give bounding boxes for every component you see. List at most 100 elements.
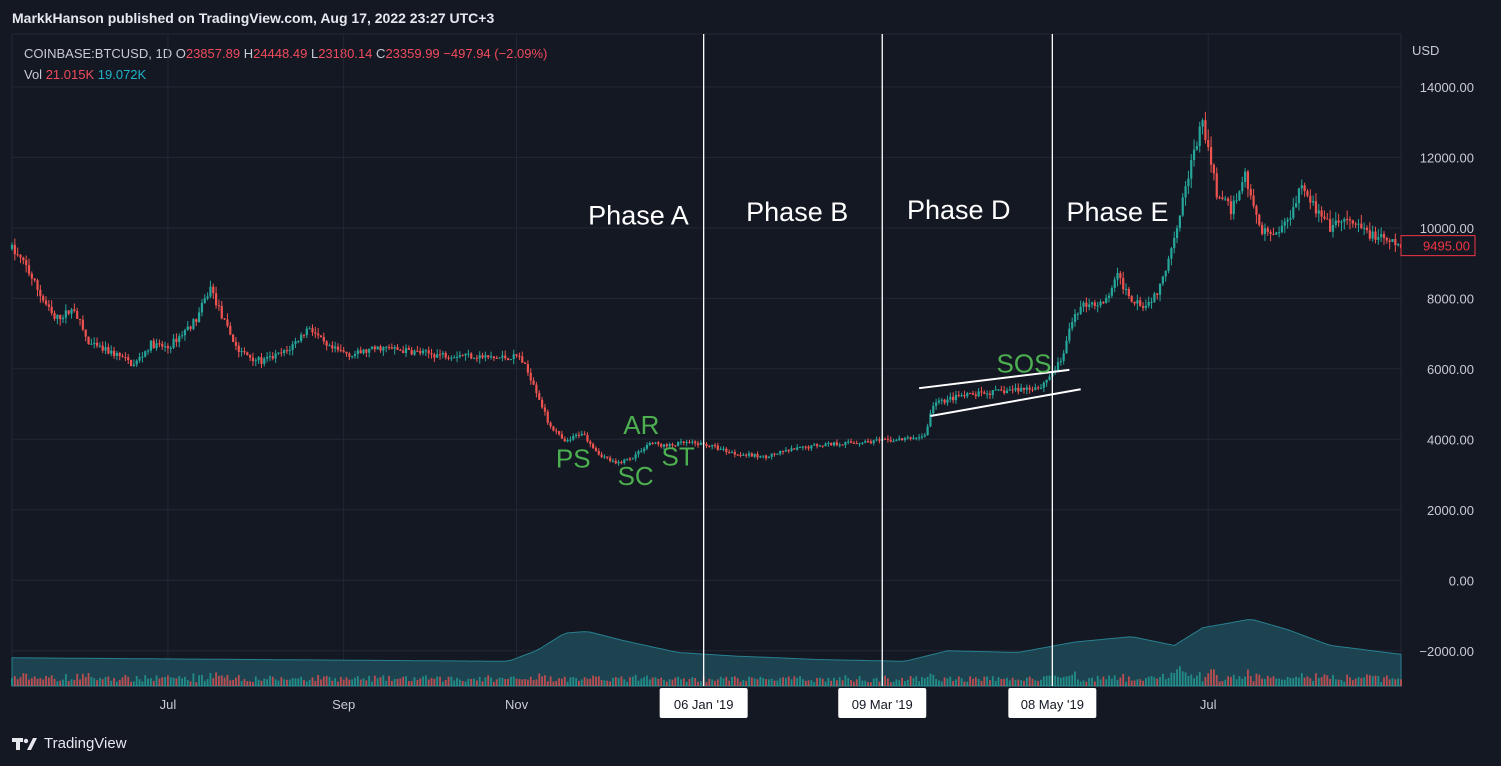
candle-body [969, 393, 972, 395]
candle-body [1048, 376, 1051, 380]
candle-body [997, 389, 1000, 391]
volume-bar [1252, 681, 1255, 686]
volume-bar [841, 680, 844, 686]
candle-body [1093, 302, 1096, 306]
candle-body [1116, 273, 1119, 280]
volume-bar [291, 678, 294, 686]
volume-bar [1281, 679, 1283, 686]
candle-body [291, 344, 294, 350]
volume-bar [90, 676, 93, 686]
candle-body [722, 448, 725, 450]
candle-body [711, 445, 714, 447]
candle-body [1195, 146, 1199, 150]
volume-bar [512, 676, 515, 686]
candle-body [747, 453, 751, 456]
candle-body [824, 443, 827, 446]
candle-body [1124, 288, 1128, 290]
volume-bar [104, 677, 107, 686]
volume-bar [73, 679, 76, 686]
volume-bar [1286, 676, 1289, 686]
volume-bar [237, 675, 240, 686]
candle-body [1326, 218, 1329, 220]
candle-body [351, 356, 354, 358]
volume-bar [640, 678, 643, 686]
volume-bar [1031, 678, 1034, 686]
volume-bar [1315, 673, 1317, 686]
volume-bar [1150, 676, 1153, 686]
candle-body [475, 357, 478, 359]
candle-body [773, 453, 776, 455]
volume-bar [870, 682, 872, 686]
candle-body [504, 355, 507, 359]
volume-bar [93, 678, 96, 686]
volume-bar [478, 676, 481, 686]
volume-bar [444, 679, 447, 686]
candle-body [626, 458, 629, 460]
volume-bar [733, 676, 736, 686]
candle-body [1351, 220, 1354, 224]
volume-bar [816, 677, 818, 686]
candle-body [1034, 387, 1037, 391]
volume-bar [422, 676, 424, 686]
trendline[interactable] [930, 388, 1081, 418]
volume-bar [719, 676, 722, 686]
volume-bar [252, 682, 254, 686]
candle-body [827, 442, 830, 444]
candle-body [189, 326, 192, 329]
candle-body [1127, 288, 1130, 297]
candle-body [146, 350, 150, 352]
volume-bar [1340, 679, 1343, 686]
candle-body [95, 342, 99, 346]
candle-body [674, 445, 677, 447]
volume-label[interactable]: Vol [24, 67, 43, 82]
candle-body [889, 439, 892, 442]
candle-body [1119, 273, 1122, 278]
candle-body [458, 355, 461, 357]
candle-body [59, 314, 62, 320]
candle-body [906, 437, 909, 439]
symbol-label[interactable]: COINBASE:BTCUSD, 1D [24, 46, 173, 61]
candle-body [736, 454, 739, 456]
date-marker-box[interactable] [659, 688, 748, 718]
volume-bar [1343, 681, 1346, 686]
candle-body [980, 391, 983, 393]
volume-bar [277, 680, 280, 686]
volume-bar [464, 681, 467, 686]
candle-body [382, 347, 385, 351]
candle-body [543, 407, 547, 412]
candle-body [776, 453, 779, 455]
volume-bar [660, 677, 663, 686]
volume-bar [144, 675, 147, 686]
candle-body [226, 319, 229, 326]
candle-body [220, 305, 223, 319]
candle-body [1192, 149, 1196, 161]
volume-bar [294, 678, 297, 686]
volume-bar [274, 679, 277, 686]
volume-bar [436, 676, 439, 686]
date-marker-box[interactable] [1008, 688, 1097, 718]
volume-bar [141, 681, 144, 686]
volume-bar [59, 680, 62, 686]
trendline[interactable] [918, 368, 1070, 390]
volume-bar [1161, 673, 1164, 686]
candle-body [353, 353, 357, 357]
tradingview-brand[interactable]: TradingView [44, 735, 127, 752]
volume-bar [1167, 677, 1170, 686]
candle-body [1170, 248, 1173, 259]
date-marker-box[interactable] [838, 688, 927, 718]
volume-bar [1181, 671, 1184, 686]
candle-body [240, 351, 243, 353]
volume-bar [898, 680, 901, 686]
candle-body [512, 354, 515, 360]
candle-body [67, 310, 70, 314]
candle-body [1017, 387, 1020, 392]
volume-bar [597, 676, 600, 686]
volume-bar [30, 678, 33, 686]
volume-bar [1125, 681, 1127, 686]
candle-body [575, 434, 578, 437]
volume-bar [753, 678, 756, 686]
volume-bar [138, 679, 141, 686]
candle-body [277, 352, 280, 354]
candle-body [441, 352, 444, 355]
